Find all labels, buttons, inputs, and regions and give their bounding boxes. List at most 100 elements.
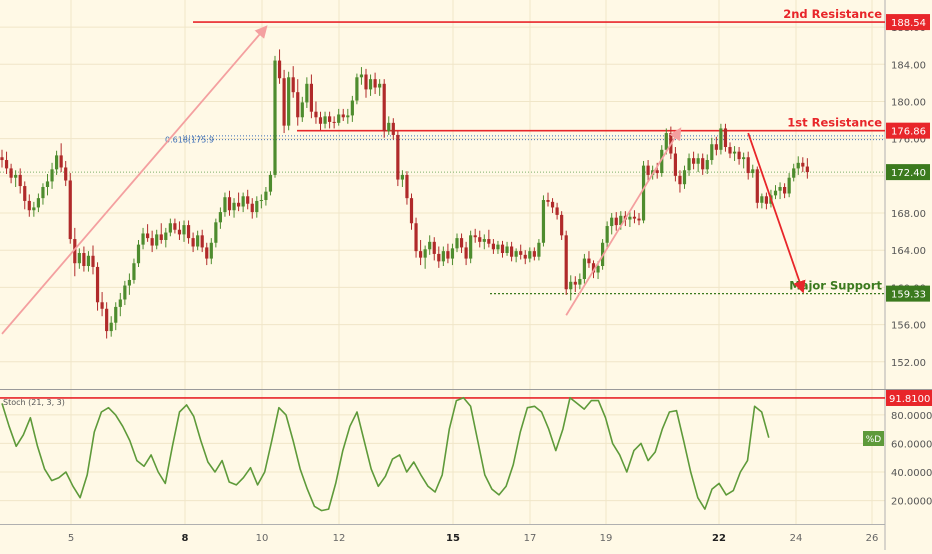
candle-body (105, 308, 109, 332)
candle-body (764, 196, 768, 204)
candle-body (82, 252, 86, 267)
candle-body (614, 217, 618, 226)
candle-body (787, 177, 791, 194)
candle-body (32, 207, 36, 211)
level-price-text: 159.33 (891, 290, 926, 301)
candle-body (373, 79, 377, 88)
stochastic-pane: Stoch (21, 3, 3) %D (0, 396, 885, 512)
candle-body (710, 144, 714, 161)
candle-body (68, 180, 72, 240)
candle-body (164, 232, 168, 240)
time-tick-label: 15 (446, 533, 460, 544)
candle-body (364, 74, 368, 90)
candle-body (387, 122, 391, 132)
candle-body (755, 169, 759, 203)
candle-body (532, 251, 536, 257)
candle-body (118, 299, 122, 307)
candle-body (482, 239, 486, 242)
level-label: 2nd Resistance (783, 7, 882, 21)
candle-body (409, 198, 414, 224)
level-price-tag (886, 14, 930, 31)
candle-body (100, 302, 104, 309)
candle-body (214, 222, 218, 243)
trend-arrow (1, 25, 268, 335)
price-tick-label: 152.00 (891, 358, 926, 369)
candle-body (305, 83, 309, 103)
candle-body (309, 83, 313, 112)
price-tick-label: 168.00 (891, 209, 926, 220)
candle-body (478, 237, 482, 242)
candle-body (123, 285, 127, 300)
candle-body (687, 158, 691, 171)
candle-body (569, 281, 573, 290)
candle-body (59, 155, 63, 168)
candle-body (0, 157, 4, 161)
osc-tick-label: 60.0000 (891, 439, 932, 450)
candle-body (9, 168, 13, 178)
candle-body (646, 165, 650, 175)
candle-body (459, 238, 464, 248)
candle-body (701, 158, 705, 170)
candle-body (205, 247, 209, 259)
candle-body (591, 263, 596, 273)
candle-body (196, 235, 200, 247)
candle-body (641, 165, 646, 221)
candle-body (155, 234, 159, 246)
candle-body (714, 144, 718, 150)
candle-body (773, 190, 778, 196)
candle-body (237, 202, 241, 207)
candle-body (496, 244, 500, 250)
candle-body (719, 128, 723, 150)
candle-body (760, 196, 764, 203)
candle-body (264, 191, 268, 201)
candle-body (537, 242, 541, 257)
candle-body (218, 212, 222, 223)
level-label: Major Support (789, 279, 882, 293)
candle-body (655, 170, 659, 174)
candle-body (500, 244, 505, 253)
arrows (1, 25, 806, 335)
candle-body (619, 215, 623, 226)
candle-body (432, 241, 436, 254)
candle-body (560, 214, 564, 236)
candle-body (473, 235, 477, 238)
time-tick-label: 5 (68, 533, 74, 544)
osc-level-tag (886, 389, 932, 406)
time-tick-label: 26 (866, 533, 879, 544)
candle-body (255, 200, 259, 213)
fib-label: 0.618(175.9 (165, 136, 214, 145)
candle-body (792, 168, 796, 178)
candle-body (564, 235, 568, 290)
candle-body (605, 226, 609, 243)
candle-body (637, 218, 641, 221)
candle-body (368, 79, 373, 90)
time-tick-label: 22 (712, 533, 726, 544)
levels[interactable]: 0.618(175.9 2nd Resistance 1st Resistance M… (0, 7, 885, 295)
candle-body (77, 252, 81, 264)
candle-body (737, 151, 741, 160)
candle-body (209, 242, 213, 259)
candle-body (328, 116, 332, 122)
candle-body (464, 247, 468, 259)
candle-body (469, 235, 473, 259)
current-price-tag (886, 164, 930, 181)
candle-body (282, 78, 286, 126)
candle-body (291, 77, 295, 93)
candle-body (573, 281, 577, 285)
candle-body (318, 117, 323, 124)
series-tag (863, 431, 884, 446)
candle-body (455, 238, 459, 249)
candle-body (186, 225, 191, 239)
candle-body (555, 207, 559, 215)
candle-body (632, 216, 637, 219)
time-tick-label: 24 (790, 533, 803, 544)
candle-body (50, 169, 54, 182)
time-tick-label: 19 (600, 533, 613, 544)
candle-body (528, 251, 532, 259)
candle-body (491, 243, 495, 250)
candle-body (596, 266, 600, 273)
candle-body (783, 186, 787, 194)
candle-body (23, 186, 27, 201)
